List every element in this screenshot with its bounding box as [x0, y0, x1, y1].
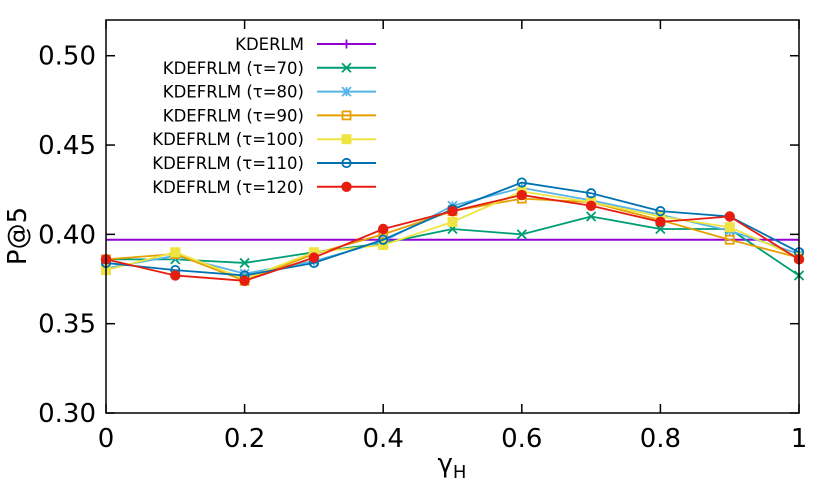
data-point-s5-p8-shape — [655, 206, 666, 217]
data-point-s6-p1 — [170, 270, 181, 281]
legend-label: KDEFRLM (τ=120) — [152, 178, 304, 197]
y-tick-label: 0.50 — [38, 42, 96, 72]
data-point-s4-p9-shape — [724, 222, 735, 233]
legend-swatch-marker — [341, 110, 352, 121]
legend-label: KDEFRLM (τ=80) — [163, 83, 304, 102]
data-point-s6-p3-shape — [308, 252, 320, 263]
data-point-s1-p6 — [516, 229, 527, 240]
legend-swatch-marker-shape — [341, 134, 352, 145]
data-point-s4-p4-shape — [378, 240, 389, 251]
legend-swatch-marker — [341, 86, 352, 97]
data-point-s6-p7 — [585, 200, 597, 211]
legend-entry-3: KDEFRLM (τ=90) — [163, 106, 376, 125]
data-point-s1-p2-d2 — [239, 257, 250, 269]
legend-label: KDEFRLM (τ=110) — [152, 154, 304, 173]
data-point-s5-p8 — [655, 206, 666, 217]
legend-label: KDEFRLM (τ=90) — [163, 106, 304, 125]
data-point-s6-p5-shape — [447, 205, 458, 217]
legend-swatch-marker-shape — [341, 157, 352, 169]
data-point-s4-p4 — [378, 240, 389, 251]
data-point-s1-p7 — [585, 211, 597, 222]
legend-entry-4: KDEFRLM (τ=100) — [152, 130, 376, 149]
data-point-s5-p4 — [378, 234, 389, 245]
legend-swatch-marker — [342, 39, 351, 49]
data-point-s4-p8-shape — [655, 211, 666, 222]
data-point-s5-p7-shape — [585, 188, 597, 199]
y-tick-label: 0.30 — [38, 399, 96, 429]
data-point-s1-p6-d2 — [516, 229, 527, 240]
data-layer — [100, 177, 805, 287]
legend-label: KDEFRLM (τ=100) — [152, 130, 304, 149]
x-tick-label: 0.2 — [224, 424, 265, 454]
y-axis-title: P@5 — [3, 207, 33, 265]
legend-label: KDERLM — [235, 35, 304, 54]
x-tick-label: 0.6 — [501, 424, 542, 454]
data-point-s6-p4 — [378, 223, 389, 235]
data-point-s5-p4-shape — [378, 234, 389, 245]
data-point-s1-p7-d2 — [585, 211, 597, 222]
legend-label: KDEFRLM (τ=70) — [163, 59, 304, 78]
data-point-s6-p7-shape — [585, 200, 597, 211]
legend-swatch-marker — [341, 134, 352, 145]
x-axis-title-subscript: H — [453, 462, 467, 483]
legend-entry-0: KDERLM — [235, 35, 376, 54]
data-point-s6-p8-shape — [655, 216, 666, 228]
legend-swatch-marker — [341, 181, 352, 192]
data-point-s6-p9-shape — [724, 211, 735, 222]
data-point-s6-p1-shape — [170, 270, 181, 281]
data-point-s5-p7 — [585, 188, 597, 199]
legend-swatch-marker-d2 — [341, 86, 352, 97]
data-point-s6-p8 — [655, 216, 666, 228]
data-point-s4-p5 — [447, 216, 458, 227]
data-point-s5-p6-shape — [516, 177, 527, 188]
data-point-s1-p2 — [239, 257, 250, 269]
x-tick-label: 0 — [98, 424, 115, 454]
data-point-s6-p6-shape — [516, 189, 527, 201]
y-tick-label: 0.45 — [38, 131, 96, 161]
data-point-s4-p3-shape — [308, 247, 319, 258]
legend: KDERLM KDEFRLM (τ=70) KDEFRLM (τ=80) KDEFRL… — [152, 35, 376, 197]
legend-entry-2: KDEFRLM (τ=80) — [163, 83, 376, 102]
x-tick-label: 0.4 — [363, 424, 404, 454]
data-point-s6-p4-shape — [378, 223, 389, 235]
data-point-s6-p3 — [308, 252, 320, 263]
legend-swatch-marker-shape — [341, 110, 352, 121]
data-point-s6-p2 — [239, 275, 250, 287]
legend-entry-1: KDEFRLM (τ=70) — [163, 59, 376, 78]
axis-layer: 0.30 0.35 0.40 0.45 0.50 0 0.2 0.4 0.6 0.8 1 — [38, 19, 808, 454]
data-point-s4-p1 — [170, 247, 181, 258]
y-tick-label: 0.40 — [38, 220, 96, 250]
data-point-s3-p9-shape — [724, 234, 735, 245]
x-axis-title: γH — [438, 449, 467, 483]
data-point-s5-p6 — [516, 177, 527, 188]
series-6 — [100, 189, 805, 287]
data-point-s4-p5-shape — [447, 216, 458, 227]
legend-swatch-marker — [341, 62, 352, 73]
data-point-s6-p6 — [516, 189, 527, 201]
data-point-s4-p3 — [308, 247, 319, 258]
x-tick-label: 0.8 — [640, 424, 681, 454]
legend-entry-6: KDEFRLM (τ=120) — [152, 178, 376, 197]
y-tick-label: 0.35 — [38, 310, 96, 340]
legend-swatch-marker — [341, 157, 352, 169]
data-point-s6-p9 — [724, 211, 735, 222]
data-point-s6-p5 — [447, 205, 458, 217]
legend-swatch-marker-shape — [341, 181, 352, 192]
legend-entry-5: KDEFRLM (τ=110) — [152, 154, 376, 173]
data-point-s4-p1-shape — [170, 247, 181, 258]
data-point-s6-p2-shape — [239, 275, 250, 287]
x-axis-title-main: γ — [438, 449, 453, 479]
data-point-s4-p9 — [724, 222, 735, 233]
x-tick-label: 1 — [791, 424, 808, 454]
data-point-s4-p8 — [655, 211, 666, 222]
data-point-s3-p9 — [724, 234, 735, 245]
legend-swatch-marker-d2 — [341, 62, 352, 73]
plot-frame — [105, 19, 800, 414]
